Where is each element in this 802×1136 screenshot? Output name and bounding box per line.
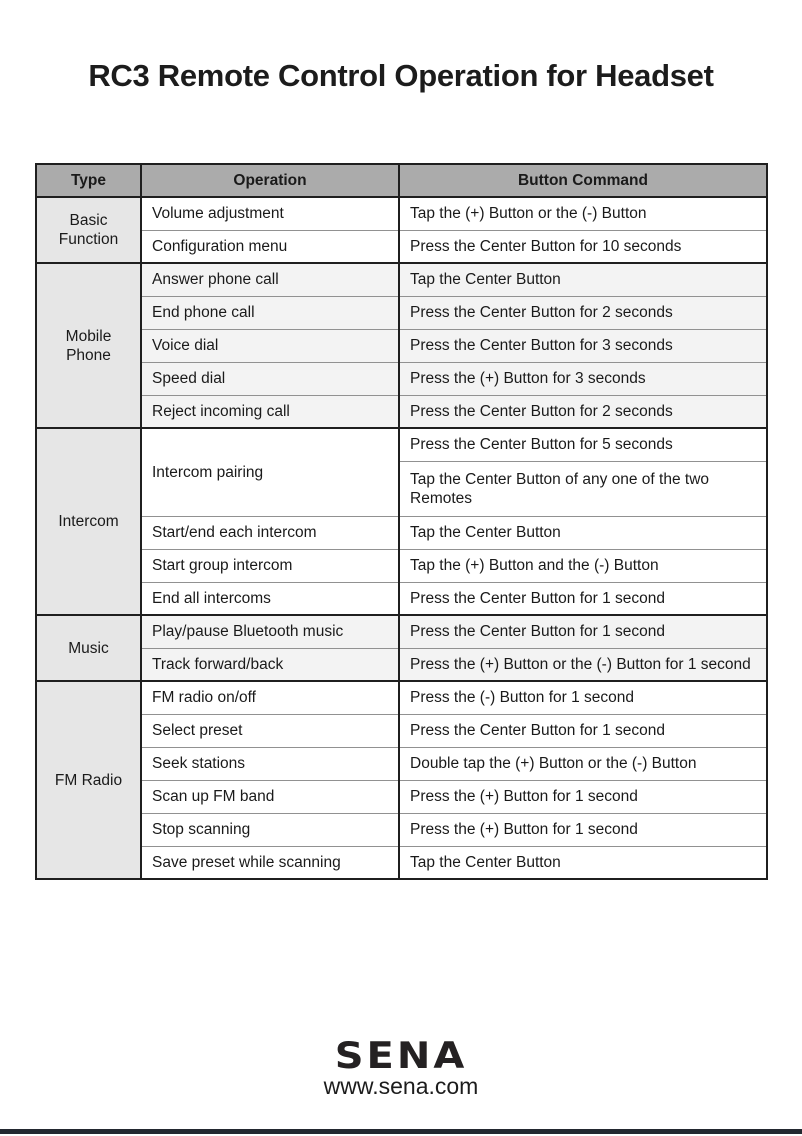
table-row: End all intercoms Press the Center Butto…	[36, 581, 768, 616]
command-cell: Tap the (+) Button and the (-) Button	[398, 548, 768, 583]
column-header-command: Button Command	[398, 163, 768, 198]
column-header-type: Type	[35, 163, 142, 198]
page-title: RC3 Remote Control Operation for Headset	[88, 58, 714, 93]
operation-cell: End all intercoms	[140, 581, 400, 616]
table-row: Speed dial Press the (+) Button for 3 se…	[36, 361, 768, 396]
table-header-row: Type Operation Button Command	[35, 163, 768, 198]
command-cell: Tap the (+) Button or the (-) Button	[398, 196, 768, 231]
type-cell: Music	[35, 614, 142, 682]
command-cell: Press the Center Button for 5 seconds	[398, 427, 768, 462]
operation-cell: Start group intercom	[140, 548, 400, 583]
operation-cell: Save preset while scanning	[140, 845, 400, 880]
table-row: Stop scanning Press the (+) Button for 1…	[36, 812, 768, 847]
table-row: Tap the Center Button of any one of the …	[36, 460, 768, 517]
type-label: Intercom	[58, 513, 119, 530]
table-row: Music Play/pause Bluetooth music Press t…	[35, 614, 768, 682]
table-row: Voice dial Press the Center Button for 3…	[36, 328, 768, 363]
operation-cell: Intercom pairing	[140, 427, 400, 517]
command-cell: Press the Center Button for 2 seconds	[398, 295, 768, 330]
table-row: Mobile Phone Answer phone call Tap the C…	[35, 262, 768, 429]
type-label: Mobile Phone	[65, 327, 112, 364]
operation-cell: Speed dial	[140, 361, 400, 396]
operation-cell: Reject incoming call	[140, 394, 400, 429]
command-cell: Press the Center Button for 1 second	[398, 614, 768, 649]
operation-cell: Track forward/back	[140, 647, 400, 682]
table-row: Reject incoming call Press the Center Bu…	[36, 394, 768, 429]
command-cell: Press the (-) Button for 1 second	[398, 680, 768, 715]
operation-cell: Stop scanning	[140, 812, 400, 847]
command-cell: Press the (+) Button or the (-) Button f…	[398, 647, 768, 682]
command-cell: Press the (+) Button for 1 second	[398, 812, 768, 847]
table-row: Save preset while scanning Tap the Cente…	[36, 845, 768, 880]
command-cell: Press the Center Button for 1 second	[398, 713, 768, 748]
operation-cell: Configuration menu	[140, 229, 400, 264]
command-cell: Press the Center Button for 3 seconds	[398, 328, 768, 363]
column-header-operation: Operation	[140, 163, 400, 198]
sena-logo: SENA	[334, 1034, 468, 1078]
operation-cell: Select preset	[140, 713, 400, 748]
footer: SENA www.sena.com	[0, 1036, 802, 1098]
sena-url: www.sena.com	[323, 1073, 479, 1099]
command-cell: Press the (+) Button for 3 seconds	[398, 361, 768, 396]
operation-cell: Answer phone call	[140, 262, 400, 297]
type-cell: Intercom	[35, 427, 142, 616]
command-cell: Tap the Center Button of any one of the …	[398, 460, 768, 517]
operation-cell: Play/pause Bluetooth music	[140, 614, 400, 649]
command-cell: Tap the Center Button	[398, 262, 768, 297]
operation-cell: End phone call	[140, 295, 400, 330]
table-row: Seek stations Double tap the (+) Button …	[36, 746, 768, 781]
command-cell: Press the (+) Button for 1 second	[398, 779, 768, 814]
table-row: End phone call Press the Center Button f…	[36, 295, 768, 330]
type-label: FM Radio	[54, 771, 123, 789]
command-cell: Press the Center Button for 2 seconds	[398, 394, 768, 429]
table-row: Intercom Intercom pairing Press the Cent…	[35, 427, 768, 616]
command-cell: Press the Center Button for 10 seconds	[398, 229, 768, 264]
table-row: Start group intercom Tap the (+) Button …	[36, 548, 768, 583]
operation-cell: Voice dial	[140, 328, 400, 363]
table-row: Configuration menu Press the Center Butt…	[36, 229, 768, 264]
type-label: Music	[68, 639, 109, 657]
type-cell: FM Radio	[35, 680, 142, 880]
operation-table: Type Operation Button Command Basic Func…	[35, 163, 768, 880]
footer-bar	[0, 1129, 802, 1134]
table-row: Basic Function Volume adjustment Tap the…	[35, 196, 768, 264]
table-row: Track forward/back Press the (+) Button …	[36, 647, 768, 682]
command-cell: Double tap the (+) Button or the (-) But…	[398, 746, 768, 781]
operation-cell: FM radio on/off	[140, 680, 400, 715]
type-cell: Mobile Phone	[35, 262, 142, 429]
command-cell: Tap the Center Button	[398, 515, 768, 550]
table-row: Scan up FM band Press the (+) Button for…	[36, 779, 768, 814]
operation-cell: Scan up FM band	[140, 779, 400, 814]
table-row: Start/end each intercom Tap the Center B…	[36, 515, 768, 550]
operation-cell: Start/end each intercom	[140, 515, 400, 550]
table-row: FM Radio FM radio on/off Press the (-) B…	[35, 680, 768, 880]
type-cell: Basic Function	[35, 196, 142, 264]
operation-cell: Seek stations	[140, 746, 400, 781]
command-cell: Press the Center Button for 1 second	[398, 581, 768, 616]
operation-cell: Volume adjustment	[140, 196, 400, 231]
table-row: Select preset Press the Center Button fo…	[36, 713, 768, 748]
command-cell: Tap the Center Button	[398, 845, 768, 880]
type-label: Basic Function	[58, 212, 119, 248]
